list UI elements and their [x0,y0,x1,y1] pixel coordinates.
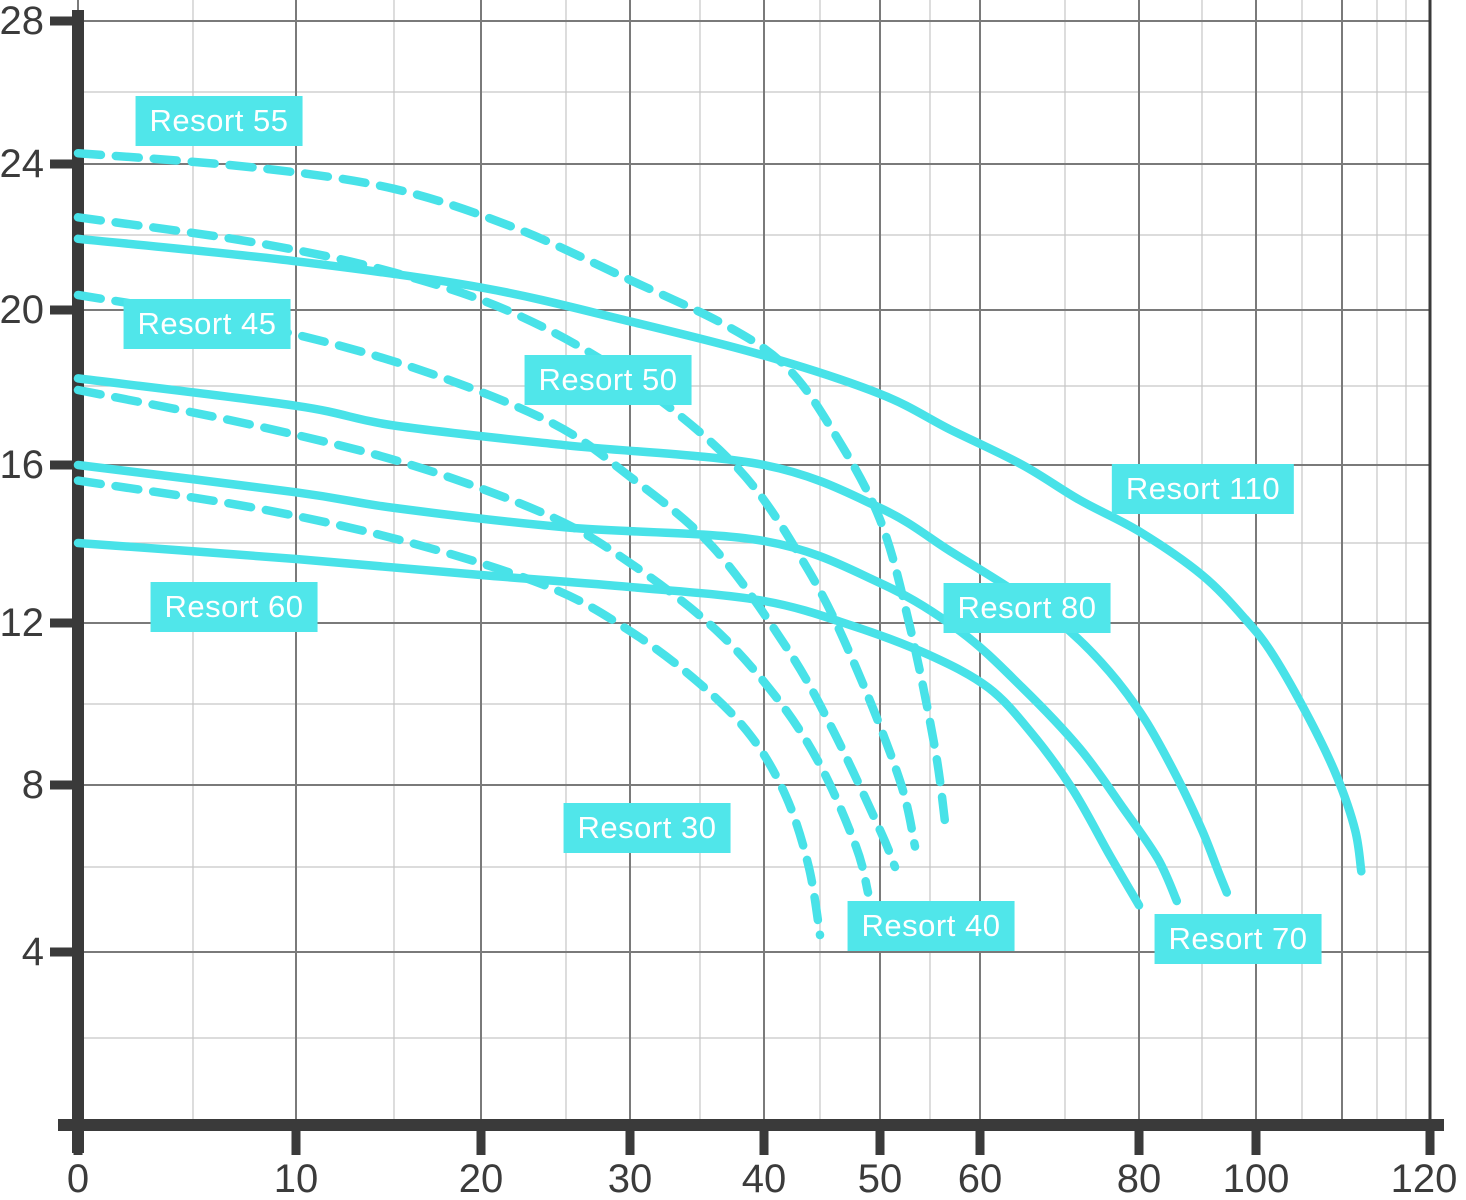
curve-resort-55 [73,148,950,827]
series-label-resort-30: Resort 30 [563,803,731,853]
y-axis-tick-label-16: 16 [0,443,44,487]
curve-resort-70 [73,460,1182,906]
series-label-resort-70: Resort 70 [1154,914,1322,964]
y-axis-tick-label-8: 8 [22,763,44,807]
x-axis-tick-label-80: 80 [1117,1157,1162,1200]
curve-resort-80 [73,374,1232,897]
x-axis-tick-label-20: 20 [459,1157,504,1200]
curve-resort-45 [73,290,900,872]
curve-resort-60 [73,538,1144,910]
curve-resort-110 [73,234,1366,876]
x-axis-tick-label-40: 40 [742,1157,787,1200]
y-axis-tick-label-20: 20 [0,288,44,332]
x-axis-tick-label-50: 50 [858,1157,903,1200]
x-axis-tick-label-60: 60 [958,1157,1003,1200]
series-label-resort-40: Resort 40 [847,901,1015,951]
y-axis-tick-label-28: 28 [0,0,44,43]
curve-resort-40 [73,385,873,897]
series-label-resort-55: Resort 55 [135,96,303,146]
x-axis-tick-label-10: 10 [274,1157,319,1200]
series-label-resort-110: Resort 110 [1111,464,1295,514]
y-axis-tick-label-24: 24 [0,142,44,186]
series-label-resort-80: Resort 80 [943,583,1111,633]
series-label-resort-50: Resort 50 [524,355,692,405]
x-axis-tick-label-0: 0 [67,1157,89,1200]
x-axis-tick-label-100: 100 [1223,1157,1290,1200]
y-axis-tick-label-12: 12 [0,601,44,645]
x-axis-tick-label-30: 30 [608,1157,653,1200]
x-axis-tick-label-120: 120 [1391,1157,1458,1200]
series-label-resort-60: Resort 60 [150,582,318,632]
curve-resort-30 [73,476,825,940]
y-axis-tick-label-4: 4 [22,930,44,974]
series-label-resort-45: Resort 45 [123,299,291,349]
